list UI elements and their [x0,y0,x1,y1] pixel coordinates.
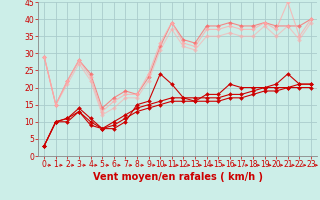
X-axis label: Vent moyen/en rafales ( km/h ): Vent moyen/en rafales ( km/h ) [92,172,263,182]
